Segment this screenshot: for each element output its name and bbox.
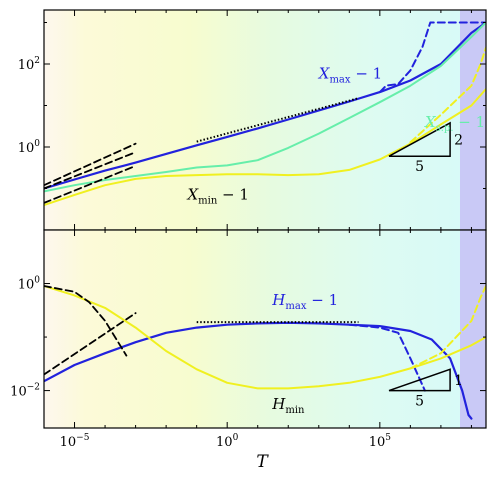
series-fit-hmin <box>44 285 128 357</box>
series-fit-hmax <box>44 312 137 376</box>
bottom-curve-label-1: Hmin <box>271 395 305 416</box>
series-fit-xmax <box>44 142 137 187</box>
series-xsp <box>44 21 486 193</box>
series-xmin-dashed <box>409 46 486 144</box>
series-hmin <box>44 285 486 390</box>
bottom-series-group <box>44 285 486 420</box>
top-y-tick-label-0: 100 <box>18 139 41 156</box>
x-tick-label-1: 100 <box>216 433 239 450</box>
x-tick-label-0: 10−5 <box>60 433 90 450</box>
top-curve-label-2: Xmin − 1 <box>186 185 248 206</box>
top-y-tick-label-1: 102 <box>18 56 40 73</box>
series-hmax-dashed <box>348 323 426 392</box>
top-series-group <box>44 21 486 206</box>
series-xmin <box>44 88 486 206</box>
bottom-slope-rise-label: 1 <box>454 373 463 389</box>
series-fit-xsp <box>44 151 137 190</box>
bottom-y-tick-label-0: 10−2 <box>10 383 40 400</box>
bottom-frame <box>43 229 487 429</box>
top-lavender-band <box>460 10 486 230</box>
series-xmax-dashed <box>378 21 486 94</box>
bottom-y-tick-label-1: 100 <box>18 276 41 293</box>
x-tick-label-2: 105 <box>369 433 392 450</box>
bottom-panel: 5 1 Hmax − 1 Hmin 10−2 100 10−5 100 105 <box>10 229 487 450</box>
top-curve-label-0: Xmax − 1 <box>318 64 382 85</box>
series-hmax <box>44 321 473 420</box>
bottom-slope-run-label: 5 <box>415 394 424 410</box>
bottom-curve-label-0: Hmax − 1 <box>271 291 338 312</box>
top-panel: 5 2 Xmax − 1 Xs.p. − 1 Xmin − 1 100 102 <box>18 9 487 231</box>
bottom-slope-triangle <box>388 368 451 392</box>
series-xmax <box>44 21 486 190</box>
top-slope-triangle <box>388 121 451 157</box>
series-hmin-dashed <box>409 285 486 370</box>
top-curve-label-1: Xs.p. − 1 <box>424 113 485 134</box>
top-background <box>44 10 460 230</box>
top-slope-rise-label: 2 <box>454 133 463 149</box>
series-fit-xmin <box>44 165 137 204</box>
top-slope-run-label: 5 <box>415 159 424 175</box>
x-axis-label: T <box>256 452 269 472</box>
